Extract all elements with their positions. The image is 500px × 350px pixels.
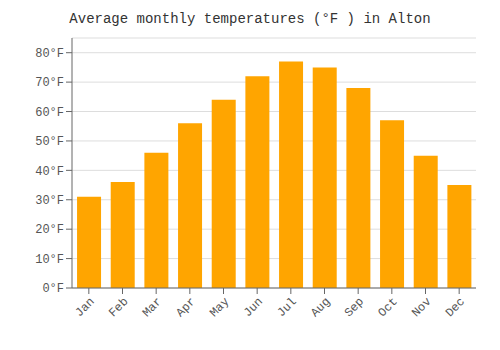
svg-text:Feb: Feb [106, 295, 131, 320]
svg-text:80°F: 80°F [35, 47, 64, 61]
svg-text:Dec: Dec [443, 295, 468, 320]
svg-text:May: May [207, 295, 232, 320]
svg-text:40°F: 40°F [35, 165, 64, 179]
svg-text:Sep: Sep [342, 295, 367, 320]
svg-text:Jul: Jul [275, 295, 300, 320]
svg-text:Nov: Nov [409, 295, 434, 320]
svg-text:70°F: 70°F [35, 76, 64, 90]
svg-text:Oct: Oct [376, 295, 401, 320]
svg-text:50°F: 50°F [35, 135, 64, 149]
svg-text:Apr: Apr [174, 295, 199, 320]
svg-text:0°F: 0°F [42, 282, 64, 296]
svg-text:20°F: 20°F [35, 223, 64, 237]
svg-text:30°F: 30°F [35, 194, 64, 208]
svg-text:Aug: Aug [308, 295, 333, 320]
svg-text:60°F: 60°F [35, 106, 64, 120]
html-text:Average monthly temperatures (: Average monthly temperatures (°F ) in Al… [69, 11, 431, 27]
svg-text:Jan: Jan [73, 295, 98, 320]
svg-text:Jun: Jun [241, 295, 266, 320]
svg-text:Mar: Mar [140, 295, 165, 320]
svg-text:10°F: 10°F [35, 253, 64, 267]
